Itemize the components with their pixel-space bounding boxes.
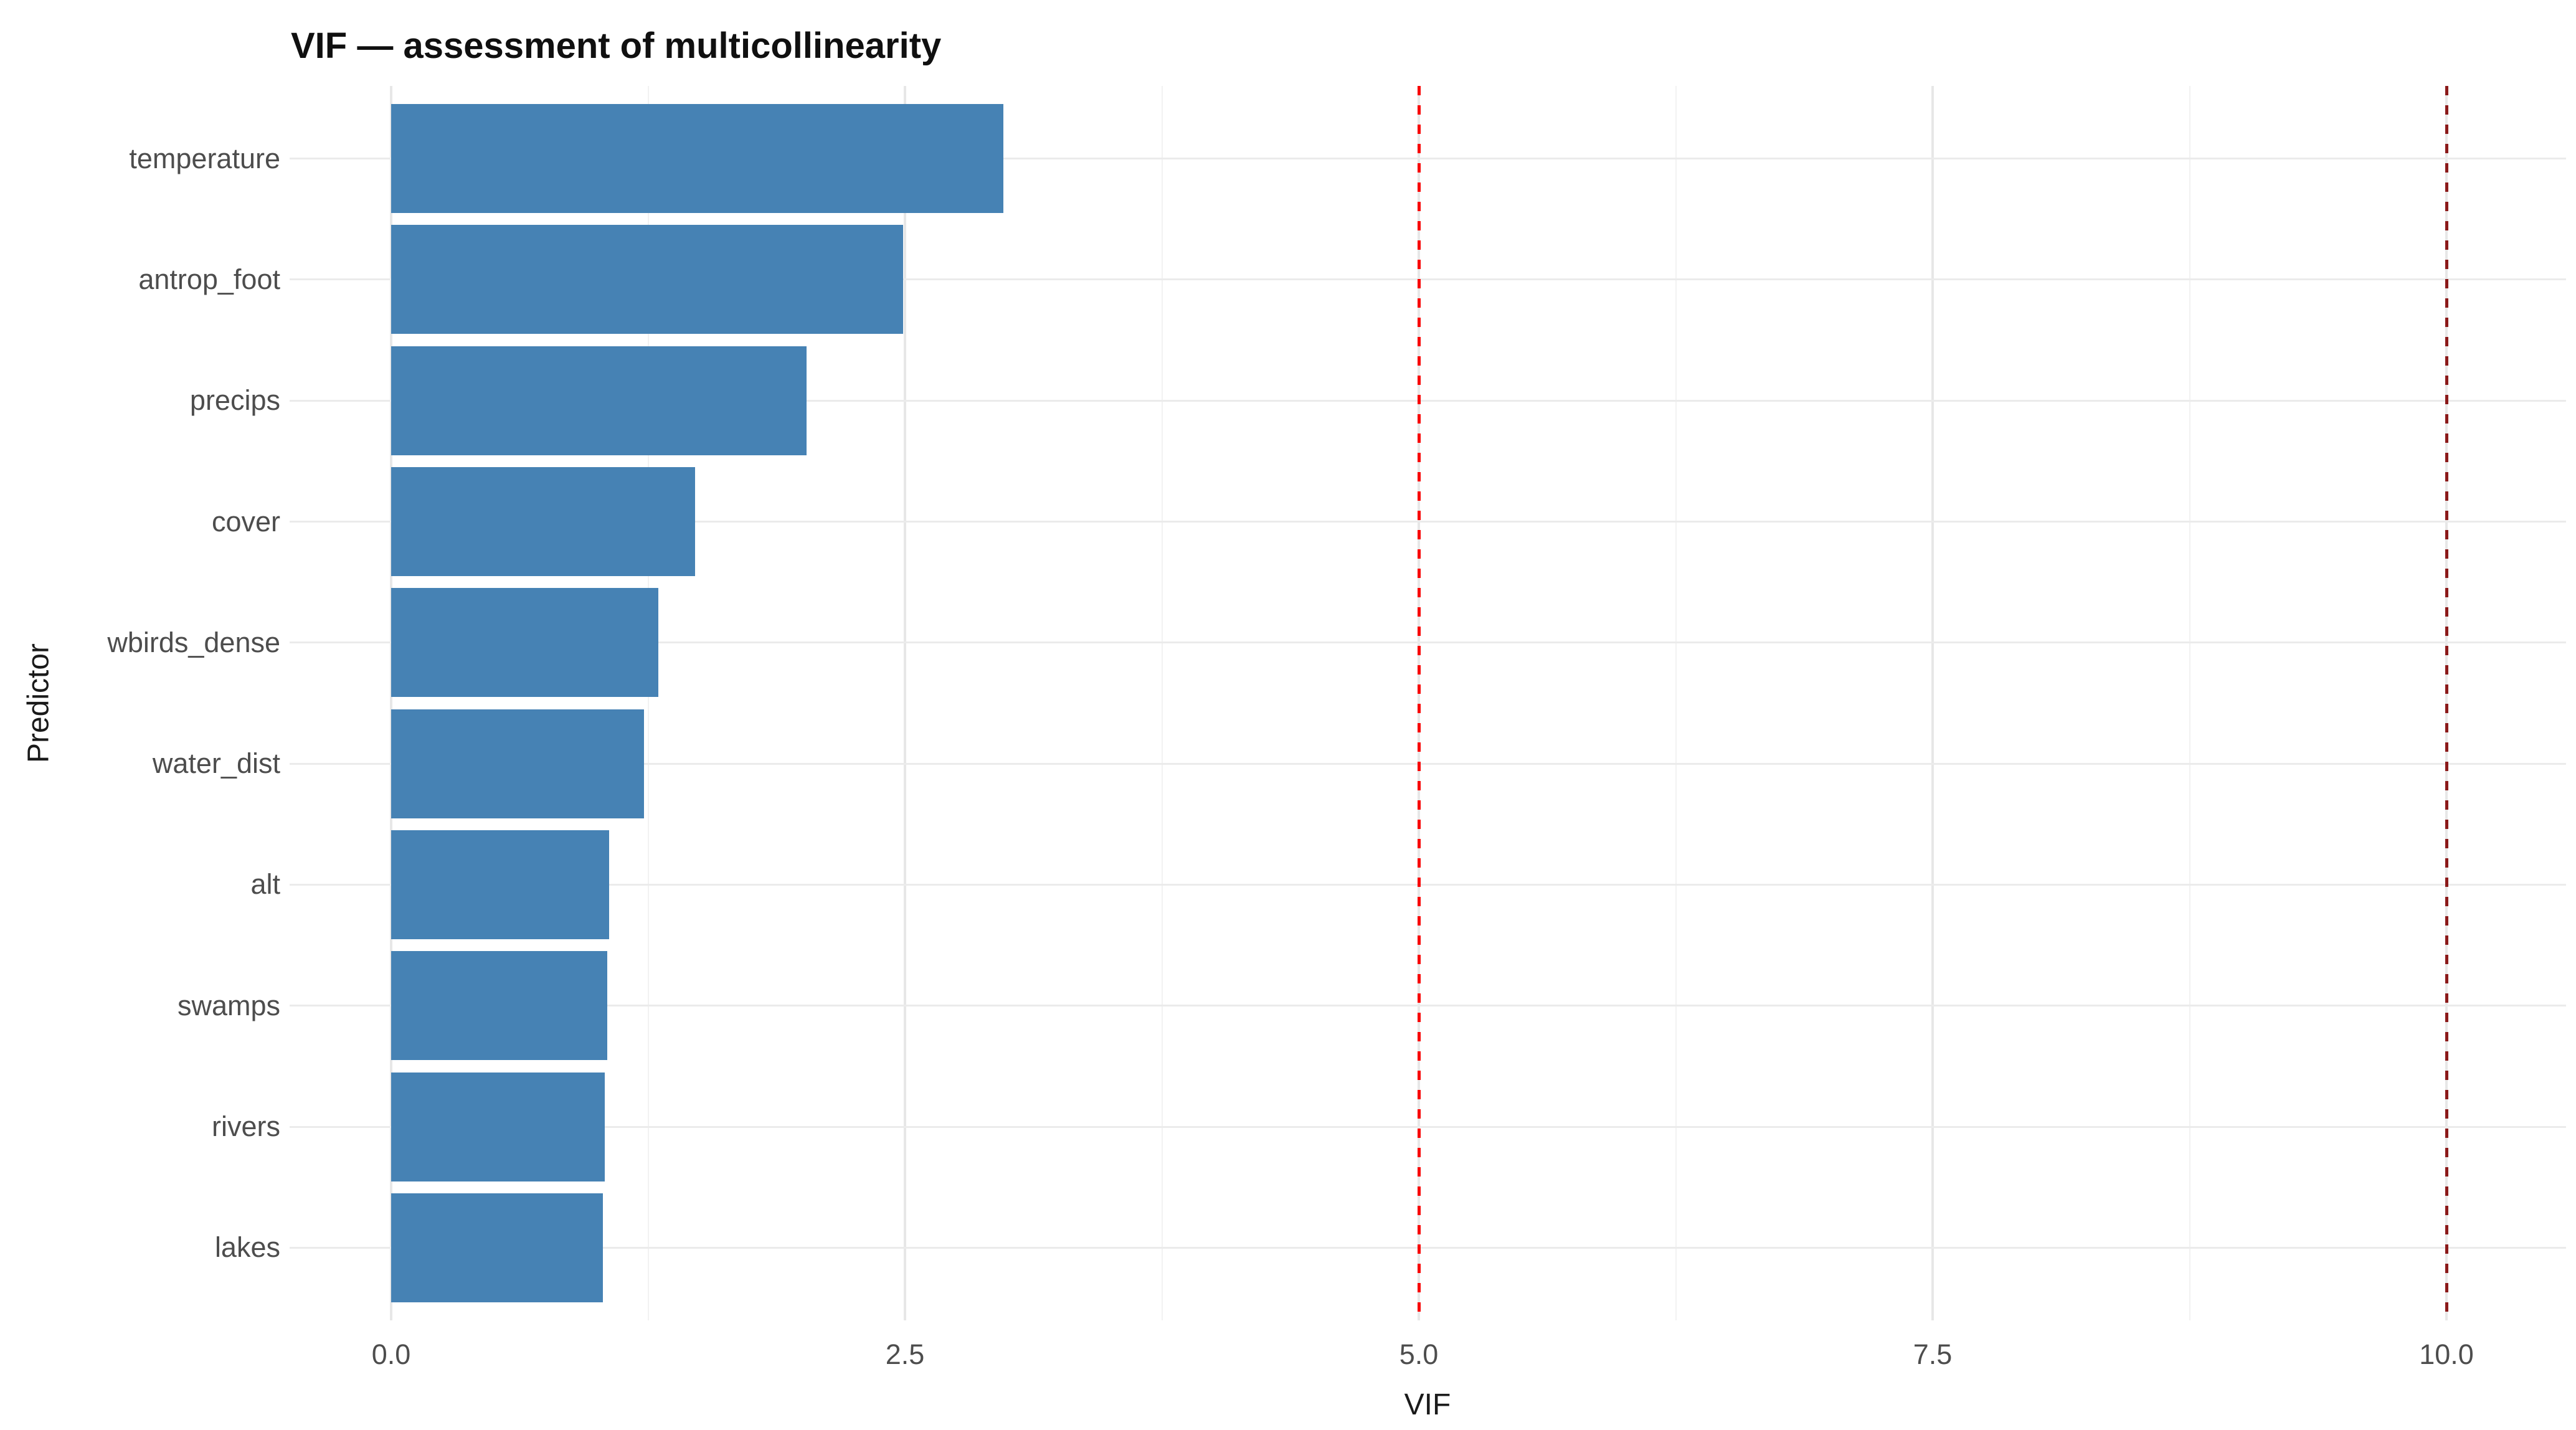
x-tick-label-7.5: 7.5: [1913, 1338, 1953, 1370]
y-category-label-temperature: temperature: [129, 142, 280, 174]
major-gridline-x-0: [390, 86, 392, 1320]
x-tick-label-2.5: 2.5: [885, 1338, 925, 1370]
reference-line-10: [2445, 86, 2448, 1320]
gridline-row-alt: [290, 883, 2566, 886]
bar-antrop_foot: [391, 225, 903, 334]
gridline-row-cover: [290, 521, 2566, 523]
y-category-label-cover: cover: [211, 505, 280, 537]
chart-title: VIF — assessment of multicollinearity: [291, 26, 942, 66]
gridline-row-antrop_foot: [290, 278, 2566, 281]
bar-alt: [391, 830, 609, 939]
gridline-row-swamps: [290, 1005, 2566, 1007]
bar-rivers: [391, 1072, 605, 1181]
y-category-label-swamps: swamps: [177, 989, 280, 1021]
gridline-row-precips: [290, 399, 2566, 402]
bar-wbirds_dense: [391, 588, 658, 698]
gridline-row-lakes: [290, 1246, 2566, 1249]
x-tick-label-0.0: 0.0: [371, 1338, 411, 1370]
y-category-label-precips: precips: [189, 384, 280, 417]
bar-precips: [391, 346, 807, 455]
minor-gridline-x-6.25: [1675, 86, 1677, 1320]
y-category-label-rivers: rivers: [212, 1110, 280, 1143]
major-gridline-x-2.5: [904, 86, 906, 1320]
y-category-label-antrop_foot: antrop_foot: [138, 263, 280, 295]
gridline-row-wbirds_dense: [290, 642, 2566, 644]
bar-swamps: [391, 951, 607, 1061]
minor-gridline-x-3.75: [1161, 86, 1163, 1320]
minor-gridline-x-1.25: [647, 86, 649, 1320]
major-gridline-x-7.5: [1931, 86, 1934, 1320]
y-category-label-wbirds_dense: wbirds_dense: [107, 626, 280, 658]
minor-gridline-x-8.75: [2189, 86, 2190, 1320]
gridline-row-temperature: [290, 158, 2566, 160]
bar-temperature: [391, 104, 1004, 214]
x-axis-title: VIF: [1404, 1388, 1451, 1421]
y-category-label-lakes: lakes: [214, 1231, 280, 1264]
reference-line-5: [1417, 86, 1421, 1320]
y-category-label-water_dist: water_dist: [152, 747, 280, 780]
y-axis-title: Predictor: [22, 643, 55, 764]
x-tick-label-5.0: 5.0: [1399, 1338, 1439, 1370]
bar-water_dist: [391, 709, 644, 818]
bar-cover: [391, 467, 696, 577]
x-tick-label-10.0: 10.0: [2419, 1338, 2474, 1370]
bar-lakes: [391, 1193, 603, 1302]
y-category-label-alt: alt: [250, 868, 280, 901]
gridline-row-water_dist: [290, 762, 2566, 765]
gridline-row-rivers: [290, 1125, 2566, 1128]
